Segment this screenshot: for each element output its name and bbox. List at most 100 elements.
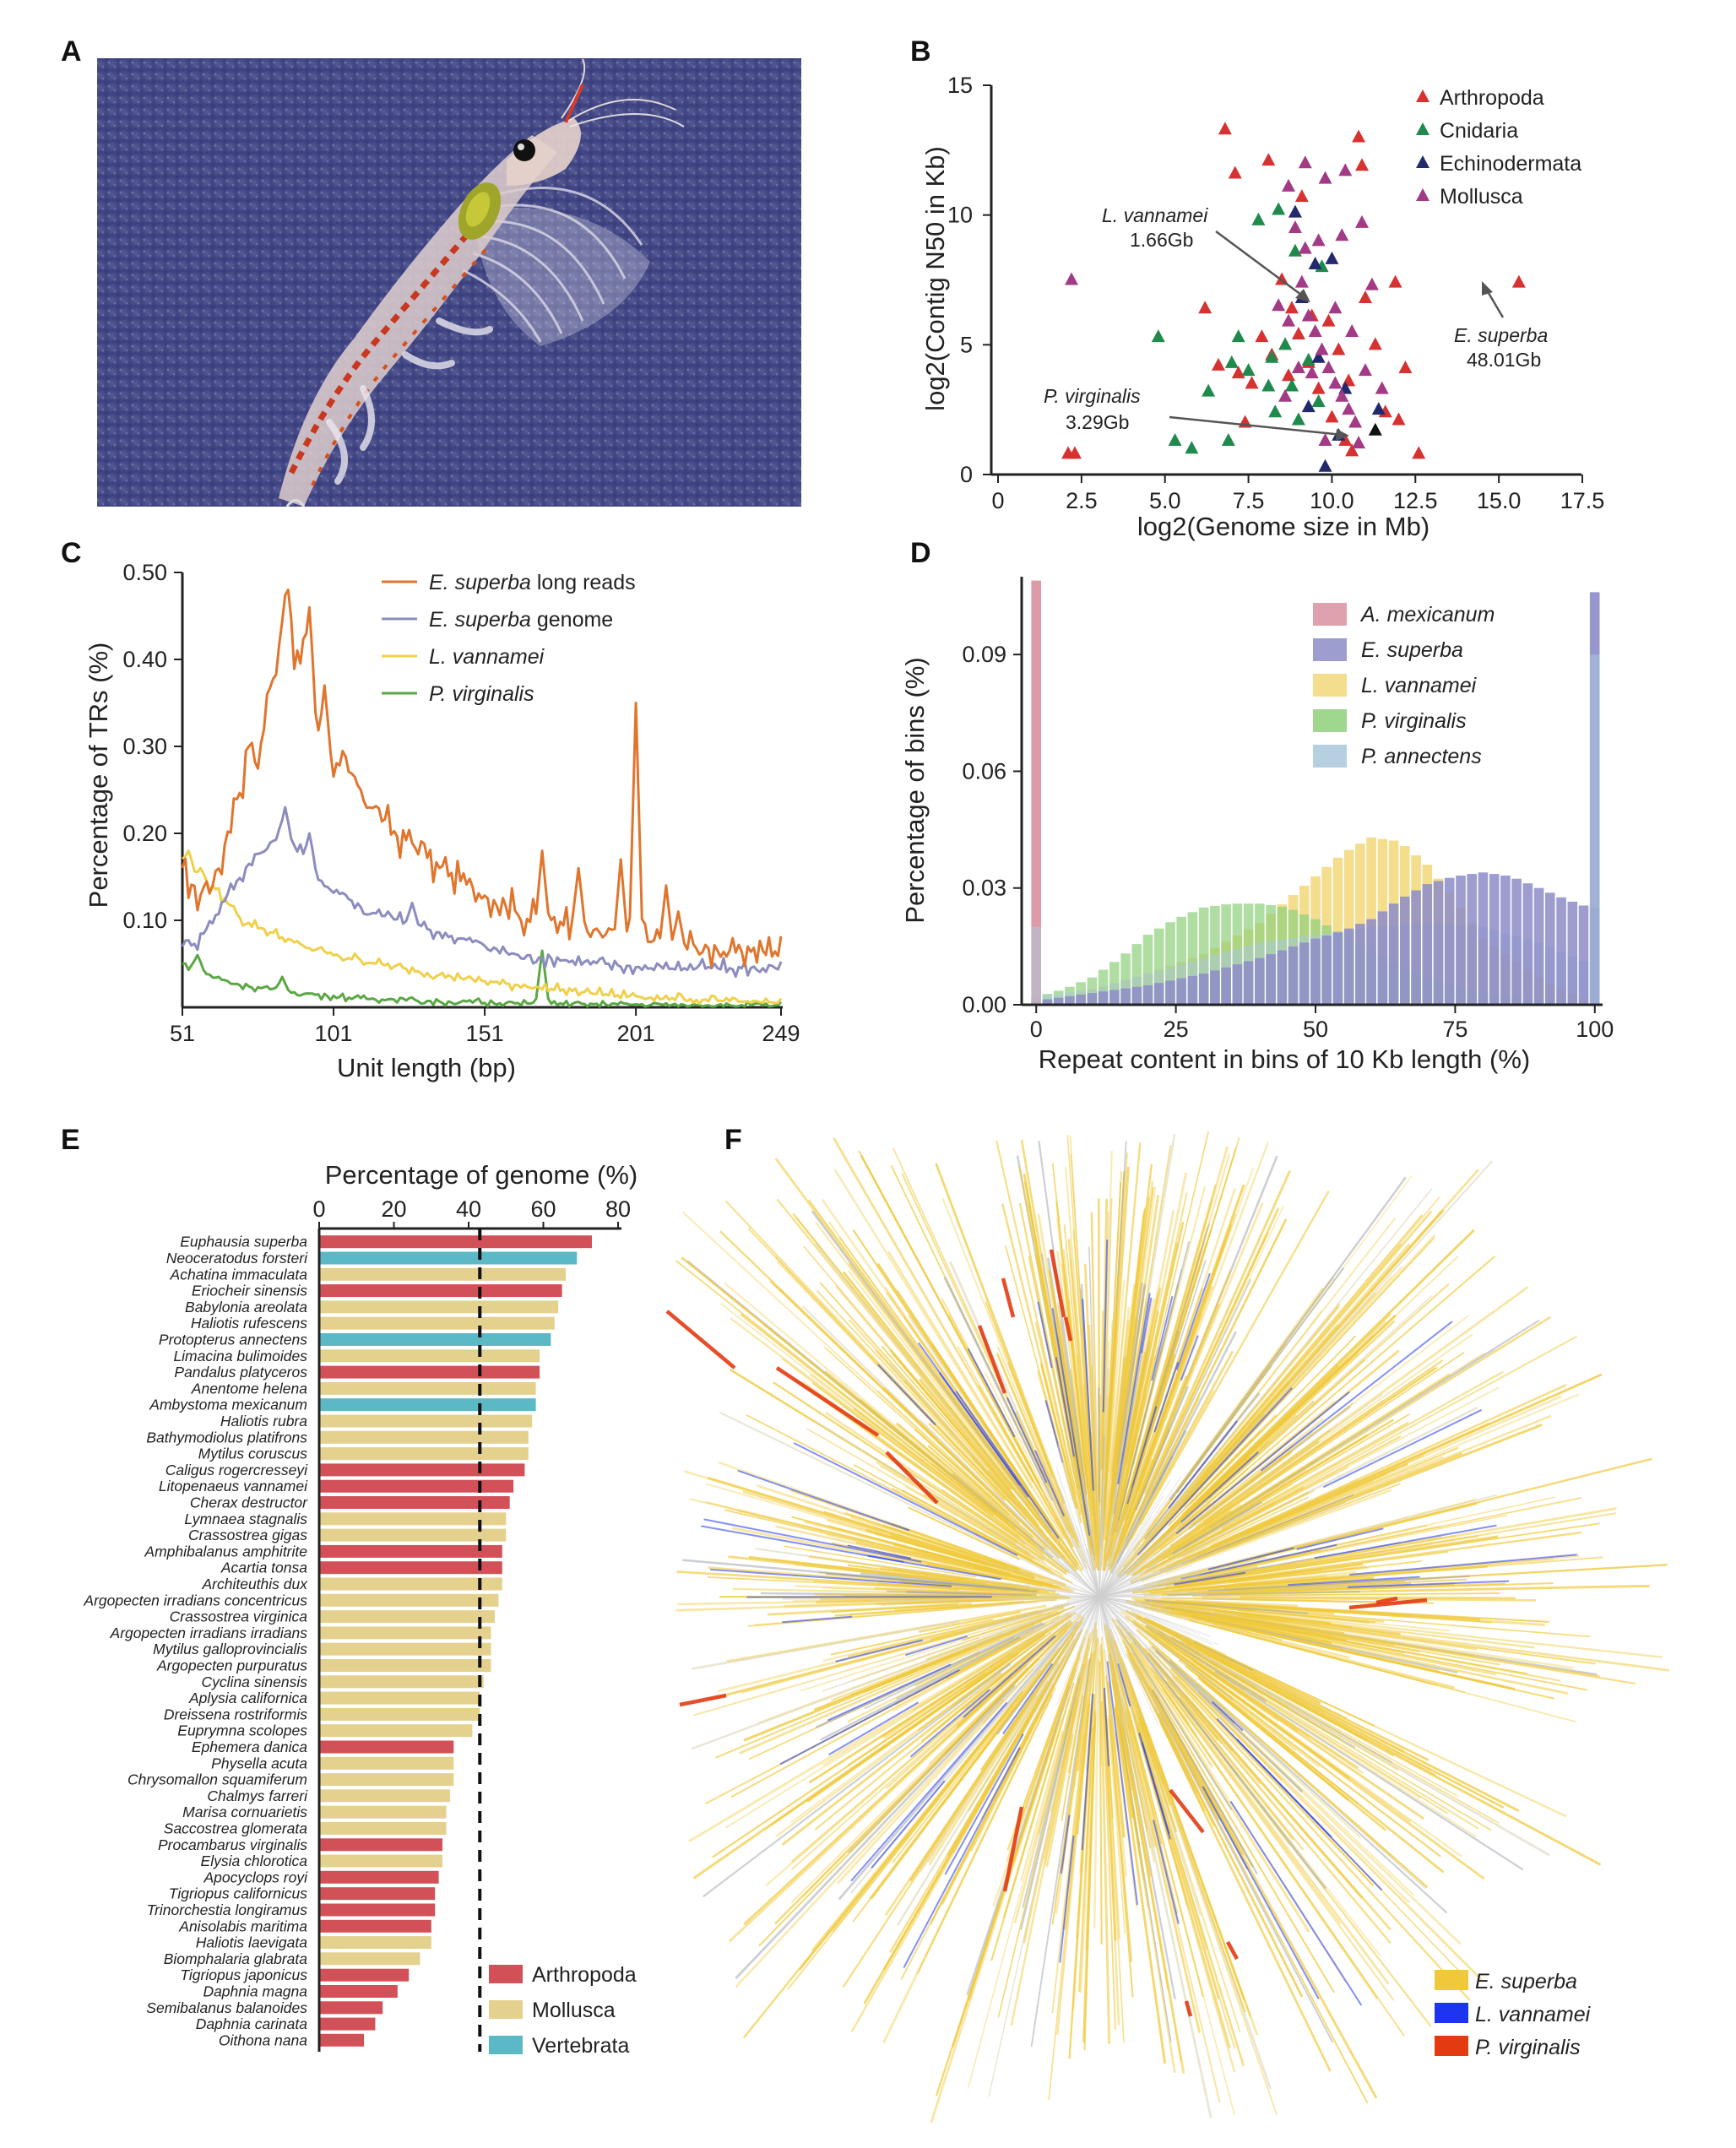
f-branch bbox=[838, 1620, 1079, 1901]
f-branch bbox=[1099, 1596, 1182, 1687]
f-branch bbox=[1166, 1610, 1278, 1636]
e-legend-mollusca: Mollusca bbox=[532, 1999, 616, 2022]
f-branch bbox=[811, 1382, 1021, 1538]
d-legend-swatch bbox=[1313, 638, 1347, 661]
f-branch bbox=[1157, 1565, 1258, 1587]
e-bar bbox=[319, 1626, 491, 1640]
f-branch bbox=[1012, 1533, 1100, 1597]
e-category-label: Ambystoma mexicanum bbox=[149, 1397, 307, 1413]
f-branch bbox=[1148, 1496, 1581, 1587]
f-branch bbox=[928, 1422, 1006, 1501]
e-bar bbox=[319, 1235, 592, 1249]
e-category-label: Tigriopus japonicus bbox=[180, 1966, 307, 1983]
f-branch bbox=[904, 1635, 968, 1657]
e-bar bbox=[319, 1316, 555, 1330]
f-branch bbox=[691, 1613, 1054, 1750]
f-branch bbox=[1099, 1596, 1109, 1625]
e-category-label: Anentome helena bbox=[191, 1380, 307, 1397]
f-branch bbox=[1125, 1278, 1252, 1542]
f-branch bbox=[707, 1476, 1034, 1578]
c-legend-vannamei: L. vannamei bbox=[429, 645, 545, 669]
d-bar-superba bbox=[1098, 991, 1109, 1005]
b-point-mollusca bbox=[1335, 228, 1349, 241]
b-point-arthropoda bbox=[1321, 313, 1336, 327]
f-branch bbox=[1175, 1272, 1211, 1370]
f-branch bbox=[1099, 1478, 1171, 1597]
f-branch bbox=[1156, 1188, 1433, 1527]
f-branch bbox=[1001, 1596, 1100, 1691]
b-point-mollusca bbox=[1328, 376, 1343, 389]
f-branch bbox=[1137, 1387, 1293, 1556]
f-branch bbox=[826, 1518, 994, 1568]
f-branch bbox=[1099, 1368, 1109, 1570]
f-branch bbox=[1132, 1613, 1405, 1753]
b-annotation-vannamei-size: 1.66Gb bbox=[1130, 229, 1193, 251]
f-branch bbox=[850, 1601, 1025, 1615]
f-branch bbox=[931, 1344, 1027, 1487]
e-bar bbox=[319, 1691, 480, 1705]
f-branch bbox=[1221, 1370, 1504, 1530]
f-branch bbox=[881, 1345, 1044, 1533]
f-branch bbox=[1131, 1659, 1334, 2043]
b-y-tick-label: 15 bbox=[947, 73, 973, 98]
f-branch bbox=[1038, 1567, 1100, 1597]
f-branch bbox=[688, 1630, 1043, 1843]
e-category-label: Protopterus annectens bbox=[159, 1332, 307, 1348]
e-bar bbox=[319, 1707, 480, 1721]
e-bar bbox=[319, 1333, 551, 1346]
f-branch bbox=[780, 1357, 1045, 1556]
f-branch bbox=[850, 1701, 1008, 1882]
d-bar-superba bbox=[1065, 995, 1075, 1005]
f-branch bbox=[1210, 1384, 1567, 1548]
f-branch bbox=[877, 1364, 936, 1426]
f-legend-item: P. virginalis bbox=[1475, 2036, 1581, 2059]
b-point-cnidaria bbox=[1291, 412, 1305, 426]
b-legend-cnidaria: Cnidaria bbox=[1440, 119, 1518, 143]
f-branch bbox=[1161, 1656, 1415, 1896]
f-branch bbox=[875, 1349, 1019, 1509]
f-branch bbox=[790, 1686, 1010, 1903]
f-branch bbox=[1100, 1700, 1111, 2044]
f-branch bbox=[1071, 1596, 1100, 1711]
e-category-label: Haliotis rufescens bbox=[191, 1315, 307, 1332]
f-branch bbox=[1115, 1619, 1326, 1890]
e-category-label: Biomphalaria glabrata bbox=[164, 1950, 308, 1967]
f-branch bbox=[703, 1518, 922, 1563]
b-point-e-superba bbox=[1511, 274, 1526, 288]
f-legend-swatch bbox=[1435, 2003, 1468, 2023]
b-point-mollusca bbox=[1375, 381, 1389, 394]
panel-letter-d: D bbox=[910, 537, 931, 569]
b-annotation-superba-species: E. superba bbox=[1454, 324, 1548, 346]
d-bar-superba bbox=[1355, 924, 1365, 1005]
b-point-cnidaria bbox=[1221, 433, 1235, 447]
f-branch bbox=[1099, 1596, 1175, 1737]
b-point-echinodermata bbox=[1311, 350, 1326, 363]
f-branch bbox=[1102, 1319, 1139, 1570]
e-category-label: Lymnaea stagnalis bbox=[184, 1511, 307, 1527]
f-branch bbox=[860, 1155, 1074, 1549]
b-point-echinodermata bbox=[1371, 402, 1386, 415]
f-branch bbox=[1153, 1361, 1180, 1433]
b-point-cnidaria bbox=[1272, 202, 1286, 215]
f-branch bbox=[719, 1230, 1036, 1536]
f-branch bbox=[1224, 1525, 1442, 1572]
e-bar bbox=[319, 1430, 529, 1444]
f-branch bbox=[1161, 1687, 1379, 1999]
f-branch bbox=[908, 1506, 1021, 1560]
f-branch bbox=[1161, 1652, 1395, 1860]
f-branch bbox=[693, 1612, 1044, 1717]
d-bar-mexicanum bbox=[1031, 580, 1041, 1005]
f-branch bbox=[864, 1636, 1015, 1710]
f-branch bbox=[820, 1636, 1021, 1741]
e-category-label: Marisa cornuarietis bbox=[182, 1804, 307, 1820]
f-branch bbox=[1150, 1667, 1395, 2001]
f-branch bbox=[1129, 1491, 1310, 1583]
e-category-label: Cyclina sinensis bbox=[202, 1673, 308, 1690]
f-branch bbox=[822, 1612, 1073, 1766]
f-branch bbox=[741, 1629, 978, 1694]
f-branch bbox=[1197, 1676, 1350, 1802]
f-branch bbox=[852, 1636, 979, 1682]
f-branch bbox=[784, 1545, 976, 1578]
b-point-cnidaria bbox=[1311, 393, 1326, 407]
f-branch bbox=[1050, 1581, 1100, 1597]
